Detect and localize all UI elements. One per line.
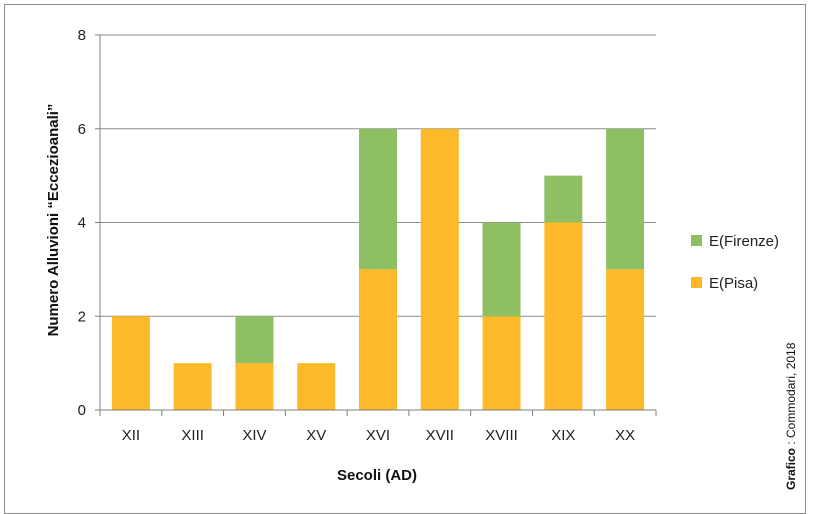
credit-bold: Grafico [784,448,798,490]
y-tick-label-4: 4 [78,215,86,232]
legend-swatch-1 [691,277,702,288]
x-tick-label-XIV: XIV [242,427,266,444]
legend: E(Firenze) E(Pisa) [691,233,779,292]
x-tick-labels: XII XIII XIV XV XVI XVII XVIII XIX XX [122,427,635,444]
bar-XVII-series-0 [420,128,459,410]
x-tick-label-XII: XII [122,427,140,444]
chart-frame [4,4,806,514]
y-tick-label-8: 8 [78,27,86,44]
bar-XX-series-0 [606,269,645,410]
x-tick-label-XV: XV [306,427,326,444]
bar-XV-series-0 [297,363,336,410]
y-tick-label-2: 2 [78,308,86,325]
axes [95,34,657,416]
x-tick-label-XVIII: XVIII [485,427,518,444]
bar-XVIII-series-1 [482,222,521,317]
legend-label-0: E(Firenze) [709,233,779,250]
credit-text: Grafico : Commodari, 2018 [784,342,798,490]
legend-label-1: E(Pisa) [709,275,758,292]
bar-XX-series-1 [606,128,645,270]
bar-XVIII-series-0 [482,316,521,410]
x-tick-label-XIII: XIII [181,427,204,444]
x-axis-title: Secoli (AD) [337,467,417,484]
bar-XIX-series-0 [544,222,583,410]
legend-swatch-0 [691,235,702,246]
bar-XII-series-0 [111,316,150,410]
bar-XVI-series-1 [359,128,397,270]
bar-XIV-series-1 [235,316,274,364]
y-tick-labels: 0 2 4 6 8 [78,27,86,419]
x-tick-label-XVI: XVI [366,427,390,444]
x-tick-label-XVII: XVII [426,427,454,444]
x-tick-label-XIX: XIX [551,427,575,444]
credit-rest: : Commodari, 2018 [784,342,798,448]
y-tick-label-6: 6 [78,121,86,138]
bar-XIII-series-0 [173,363,212,410]
y-axis-title: Numero Alluvioni “Eccezioanali” [45,104,62,337]
bar-XIX-series-1 [544,175,583,223]
bar-XVI-series-0 [359,269,397,410]
bars [111,128,645,410]
bar-XIV-series-0 [235,363,274,410]
x-tick-label-XX: XX [615,427,635,444]
y-tick-label-0: 0 [78,402,86,419]
